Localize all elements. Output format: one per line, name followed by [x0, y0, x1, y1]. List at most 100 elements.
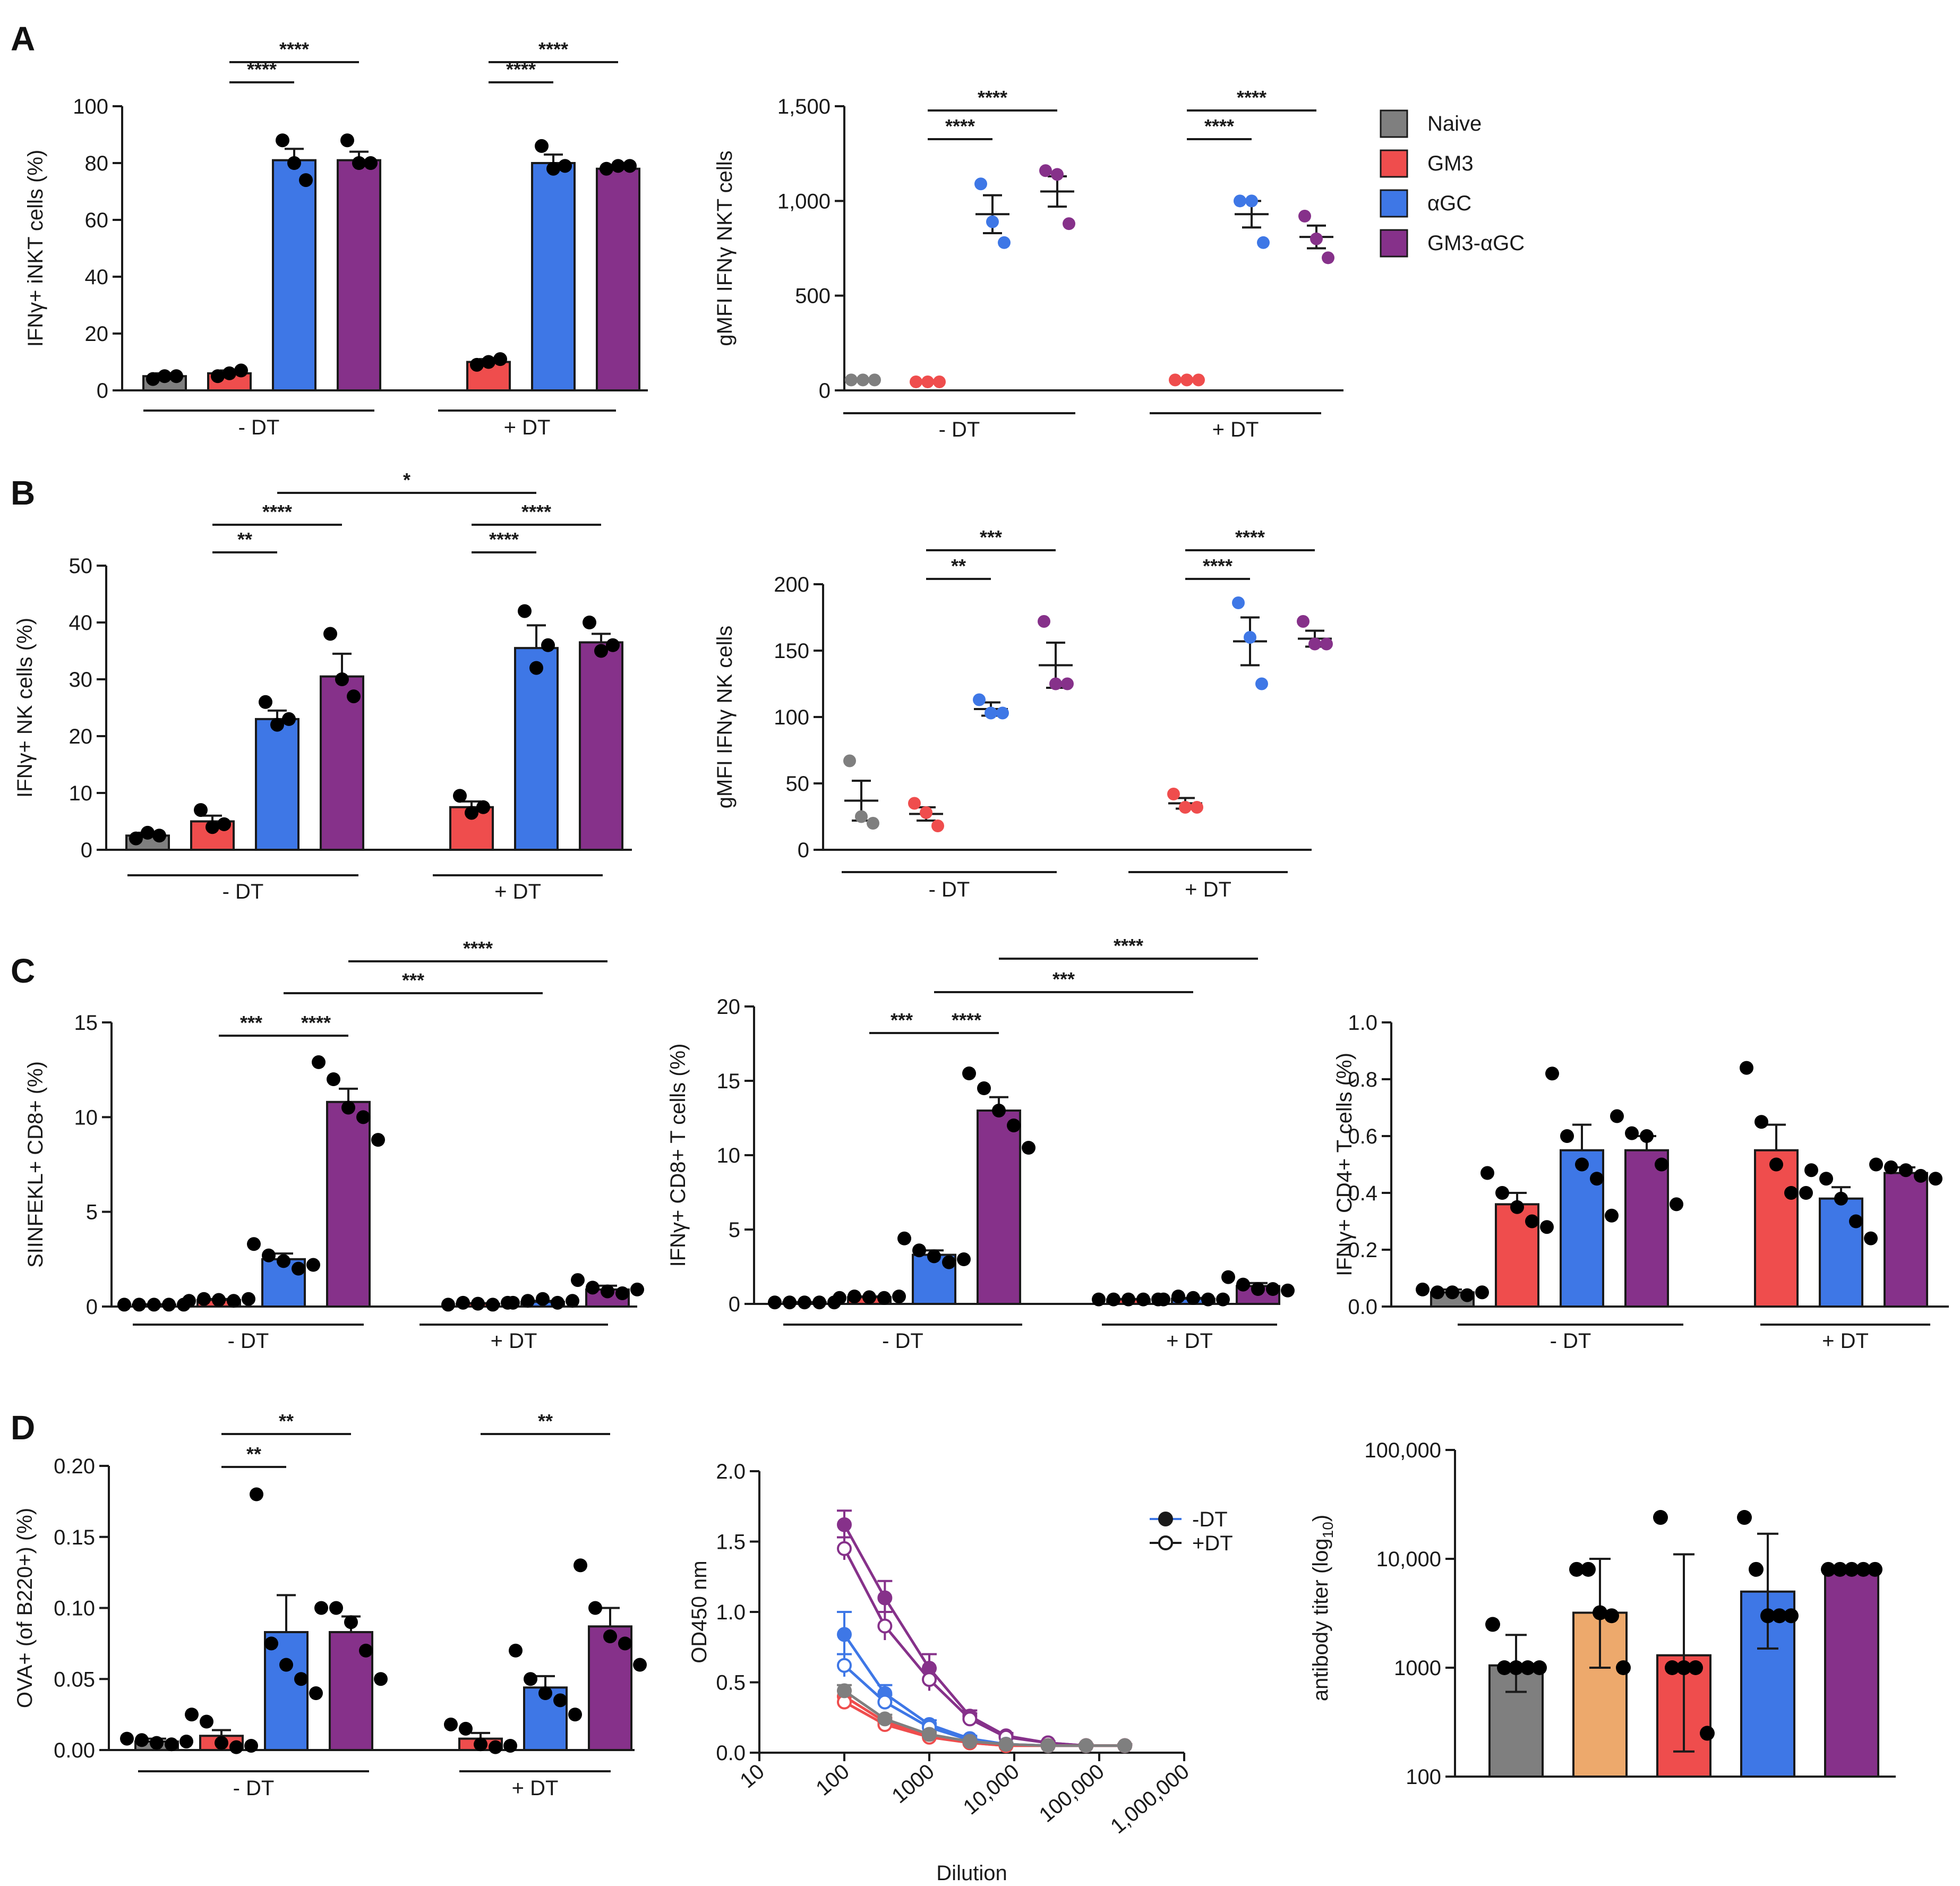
data-point [1849, 1214, 1863, 1228]
data-point [798, 1295, 811, 1310]
data-point [611, 159, 625, 173]
data-point [194, 803, 208, 817]
y-tick-label: 0.00 [54, 1739, 95, 1762]
y-tick-label: 60 [85, 209, 109, 232]
y-tick-label: 0.4 [1348, 1182, 1377, 1205]
data-point [165, 1737, 178, 1752]
data-point [352, 156, 366, 170]
group-label: - DT [238, 416, 280, 439]
data-point [1616, 1660, 1631, 1675]
data-point [306, 1258, 320, 1272]
significance-label: * [403, 469, 410, 491]
data-point [456, 1295, 470, 1310]
significance-label: **** [301, 1012, 331, 1034]
data-point [1670, 1197, 1683, 1211]
data-point [329, 1601, 343, 1615]
data-point [973, 693, 986, 706]
significance-label: **** [1203, 555, 1233, 577]
data-point [600, 161, 613, 176]
data-point [768, 1295, 782, 1310]
data-point [877, 1711, 893, 1727]
chart-gmfi-nk: 0 50 100 150 200 gMFI IFNγ NK cells - DT + DT **… [713, 526, 1333, 901]
data-point [509, 1643, 523, 1658]
data-point [135, 1733, 149, 1747]
group-label: - DT [882, 1329, 923, 1353]
data-point [1884, 1160, 1898, 1174]
chart-antibody-titer: 100 1000 10,000 100,000 antibody titer (log1… [1309, 1439, 1896, 1789]
data-point [1688, 1660, 1703, 1675]
data-point [933, 375, 946, 388]
data-point [1079, 1738, 1094, 1753]
data-point [476, 800, 490, 814]
data-point [489, 1740, 502, 1754]
data-point [1049, 677, 1062, 690]
data-point [503, 1738, 517, 1753]
significance-label: ** [246, 1443, 261, 1465]
data-point [986, 215, 999, 228]
data-point [1038, 615, 1050, 628]
bar-gm3-agc-plus-dt [579, 641, 623, 851]
data-point [912, 1243, 926, 1258]
data-point [594, 644, 608, 658]
data-point [185, 1708, 199, 1722]
data-point [837, 1658, 852, 1673]
y-axis-label: gMFI IFNγ NK cells [713, 626, 737, 808]
data-point [1604, 1608, 1619, 1624]
data-point [299, 173, 313, 187]
data-point [783, 1295, 797, 1310]
data-point [244, 1738, 258, 1753]
data-point [359, 1643, 373, 1658]
data-point [1322, 251, 1334, 264]
data-point [837, 1627, 852, 1642]
data-point [1899, 1163, 1913, 1177]
data-point [877, 1590, 893, 1606]
y-tick-label: 1000 [1394, 1657, 1441, 1680]
group-label: - DT [939, 418, 980, 441]
y-tick-label: 5 [86, 1201, 98, 1224]
bar-agc-minus-dt [272, 159, 316, 391]
bar-gm3-agc-minus-dt [320, 675, 364, 851]
bar-gm3-agc-minus-dt [977, 1110, 1021, 1305]
significance-label: **** [1235, 526, 1265, 548]
data-point [868, 373, 881, 387]
data-point [1007, 1119, 1021, 1132]
group-label: + DT [1822, 1329, 1869, 1353]
y-axis-label: IFNγ+ iNKT cells (%) [24, 150, 47, 347]
data-point [1061, 677, 1074, 690]
data-point [877, 1618, 893, 1634]
data-point [1640, 1129, 1654, 1143]
group-label: + DT [512, 1777, 559, 1800]
data-point [1122, 1292, 1135, 1307]
group-label: - DT [228, 1329, 269, 1353]
chart-ifng-cd4: 0.0 0.2 0.4 0.6 0.8 1.0 IFNγ+ CD4+ T cells (%)… [1333, 1011, 1949, 1353]
y-tick-label: 200 [774, 573, 809, 596]
y-tick-label: 0.20 [54, 1455, 95, 1478]
panel-letter-a: A [11, 20, 35, 58]
data-point [920, 806, 932, 819]
data-point [1868, 1561, 1882, 1577]
data-point [812, 1295, 826, 1310]
legend-label-naive: Naive [1427, 112, 1482, 135]
data-point [179, 1734, 193, 1748]
data-point [242, 1292, 255, 1306]
y-tick-label: 100 [73, 95, 108, 118]
data-point [962, 1066, 976, 1080]
data-point [227, 1294, 241, 1308]
data-point [977, 1081, 991, 1095]
legend-marker [1158, 1512, 1173, 1526]
group-label: + DT [494, 880, 541, 903]
data-point [553, 1693, 567, 1708]
data-point [833, 1291, 846, 1305]
data-point [1495, 1186, 1509, 1200]
legend-label-agc: αGC [1427, 192, 1471, 215]
y-tick-label: 0.15 [54, 1526, 95, 1549]
data-point [962, 1734, 978, 1749]
y-tick-label: 0 [819, 379, 831, 403]
data-point [1186, 1291, 1200, 1305]
data-point [1760, 1608, 1775, 1624]
data-point [474, 1737, 487, 1752]
data-point [129, 831, 143, 846]
significance-label: **** [1114, 935, 1143, 957]
data-point [877, 1694, 893, 1710]
group-label: - DT [929, 878, 970, 901]
